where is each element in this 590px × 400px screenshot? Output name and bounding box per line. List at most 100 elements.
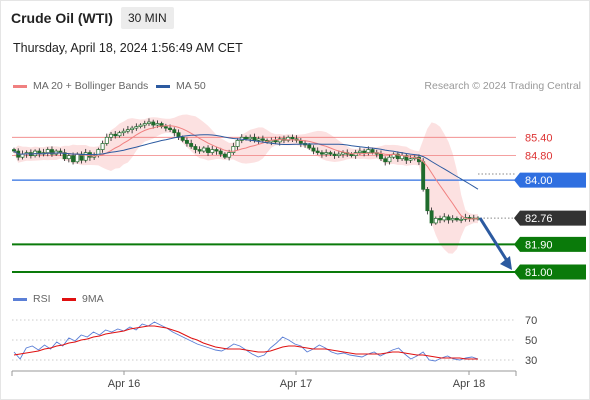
- candle-body: [273, 140, 278, 143]
- candle-body: [197, 149, 202, 152]
- level-tag-84-00: [514, 172, 586, 188]
- candle-body: [121, 130, 126, 134]
- candle-body: [366, 149, 371, 153]
- candle-body: [163, 126, 168, 129]
- level-label-84-00: 84.00: [525, 175, 553, 187]
- candle-body: [425, 188, 430, 212]
- ma20-label: MA 20 + Bollinger Bands: [33, 80, 149, 92]
- ma50-swatch: [156, 84, 170, 88]
- candle-body: [395, 153, 400, 160]
- candle-body: [379, 153, 383, 160]
- candle-body: [332, 153, 337, 157]
- candle-body: [433, 218, 438, 224]
- candle-body: [155, 123, 160, 126]
- rsi-tick-label-50: 50: [525, 335, 537, 347]
- candle-body: [134, 126, 139, 129]
- candle-body: [277, 138, 282, 143]
- candle-body: [349, 153, 354, 157]
- candle-body: [408, 158, 413, 161]
- candle-body: [244, 136, 248, 140]
- candle-body: [307, 144, 312, 149]
- legend-rsi: RSI: [13, 293, 51, 305]
- candle-body: [319, 152, 324, 155]
- rsi-tick-label-30: 30: [525, 355, 537, 367]
- level-tag-81-00: [514, 264, 586, 280]
- candle-body: [125, 129, 130, 132]
- projection-arrow-head: [500, 255, 512, 270]
- candle-body: [227, 152, 232, 158]
- candle-body: [459, 218, 464, 221]
- level-label-85-40: 85.40: [525, 132, 553, 144]
- candle-body: [370, 149, 375, 153]
- x-tick-label: Apr 17: [280, 378, 312, 390]
- candle-body: [172, 129, 177, 134]
- candle-body: [256, 138, 261, 141]
- candle-body: [130, 127, 135, 130]
- candle-body: [138, 124, 143, 127]
- ma9-swatch: [62, 297, 76, 301]
- candle-body: [104, 136, 109, 144]
- x-tick-label: Apr 18: [453, 378, 485, 390]
- candle-body: [438, 218, 442, 221]
- candle-body: [117, 132, 122, 137]
- candle-body: [12, 149, 16, 152]
- candle-body: [324, 152, 329, 155]
- level-label-81-90: 81.90: [525, 239, 553, 251]
- timestamp: Thursday, April 18, 2024 1:56:49 AM CET: [13, 41, 243, 55]
- rsi-label: RSI: [33, 293, 51, 305]
- legend-9ma: 9MA: [62, 293, 104, 305]
- level-tag-82-76: [514, 210, 586, 226]
- ma50-label: MA 50: [176, 80, 206, 92]
- candle-body: [218, 150, 223, 155]
- candle-body: [100, 143, 105, 150]
- candle-body: [454, 218, 459, 221]
- candle-body: [252, 136, 257, 141]
- level-tag-81-90: [514, 236, 586, 252]
- candle-body: [286, 136, 291, 141]
- candle-body: [341, 152, 345, 155]
- candle-body: [109, 133, 113, 138]
- candle-body: [113, 133, 118, 137]
- candle-body: [189, 143, 194, 147]
- candle-body: [315, 150, 320, 153]
- candle-body: [147, 121, 151, 124]
- candle-body: [442, 216, 447, 221]
- candle-body: [210, 149, 215, 153]
- candle-body: [336, 153, 341, 157]
- ma9-label: 9MA: [82, 293, 104, 305]
- level-label-84-80: 84.80: [525, 151, 553, 163]
- credit-text: Research © 2024 Trading Central: [424, 80, 581, 92]
- candle-body: [357, 150, 362, 153]
- candle-body: [260, 138, 265, 141]
- candle-body: [248, 136, 253, 140]
- timeframe-button[interactable]: 30 MIN: [121, 7, 174, 29]
- candle-body: [201, 147, 206, 152]
- candle-body: [193, 146, 198, 150]
- candle-body: [467, 217, 472, 219]
- candle-body: [231, 146, 236, 153]
- candle-body: [446, 216, 451, 221]
- rsi-swatch: [13, 297, 27, 301]
- candle-body: [75, 153, 80, 163]
- x-tick-label: Apr 16: [108, 378, 140, 390]
- candle-body: [206, 147, 210, 153]
- projection-arrow-shaft: [478, 217, 511, 265]
- candle-body: [168, 127, 173, 130]
- candle-body: [383, 158, 388, 163]
- level-label-81-00: 81.00: [525, 267, 553, 279]
- legend-ma50: MA 50: [156, 80, 206, 92]
- ma20-line: [13, 125, 478, 220]
- candle-body: [404, 155, 409, 161]
- candle-body: [429, 210, 434, 224]
- candle-body: [66, 155, 71, 160]
- rsi-9ma-line: [13, 325, 478, 360]
- level-label-82-76: 82.76: [525, 213, 553, 225]
- bollinger-band-area: [14, 114, 478, 254]
- candle-body: [71, 155, 76, 163]
- candle-body: [387, 156, 392, 163]
- candle-body: [421, 161, 426, 190]
- candle-body: [328, 152, 333, 155]
- candle-body: [184, 140, 189, 144]
- candle-body: [142, 123, 147, 126]
- candle-body: [311, 147, 316, 152]
